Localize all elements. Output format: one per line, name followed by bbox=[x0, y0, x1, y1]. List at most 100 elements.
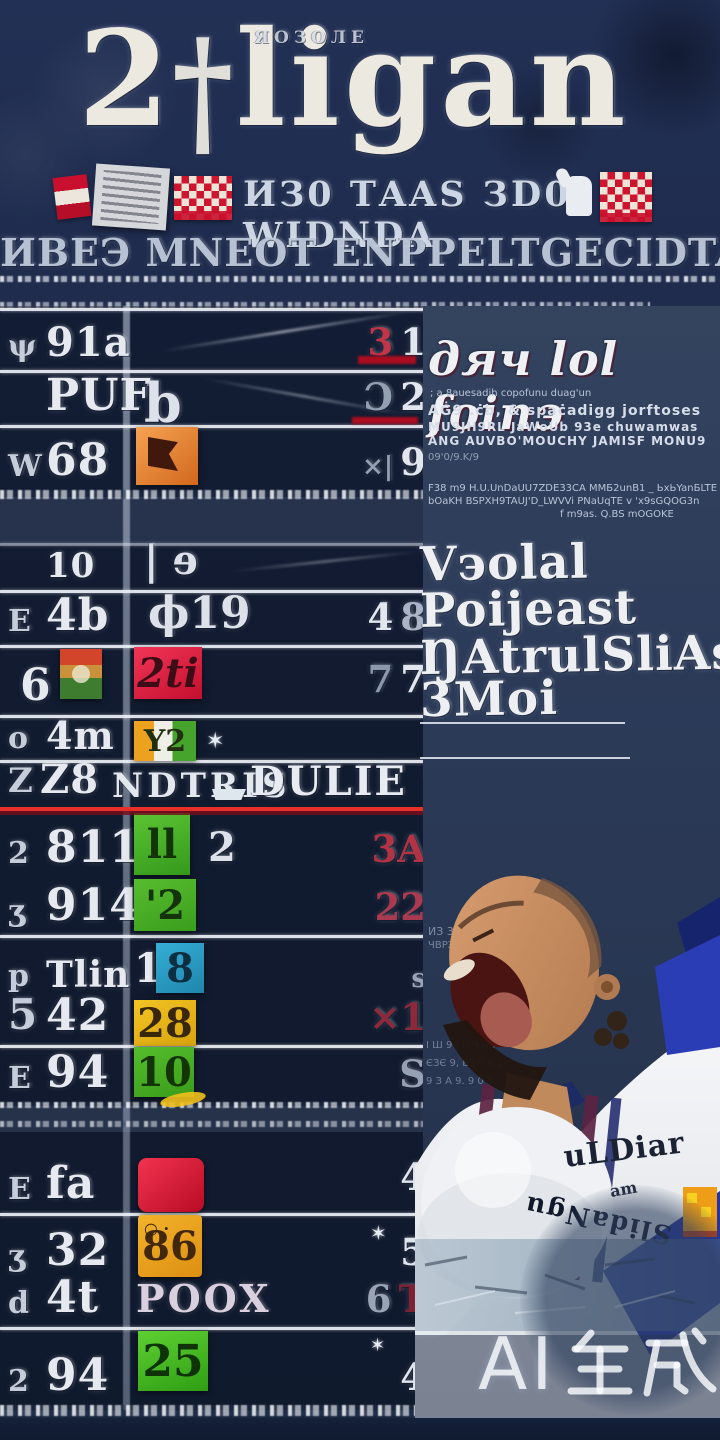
panel-noise-text: ЄЗЄ 9, ВЭЛ 9 1 bbox=[426, 1058, 503, 1069]
divider bbox=[0, 490, 430, 499]
club-badge-green: 10 bbox=[134, 1047, 194, 1097]
panel-heading2: 3Moi bbox=[419, 670, 559, 729]
row-stat: Ɔ bbox=[363, 375, 394, 419]
row-divider bbox=[0, 425, 430, 428]
club-badge-green: ll bbox=[134, 813, 190, 875]
table-row: E 94 10 S bbox=[0, 1045, 430, 1110]
panel-text: ANG AUVBO'MOUCHY JAMISF MONU9 bbox=[428, 434, 707, 448]
row-glyph: b bbox=[144, 371, 182, 435]
row-num: Z8 bbox=[40, 756, 100, 803]
row-num: 4b bbox=[46, 590, 110, 641]
checkered-badge-icon bbox=[174, 176, 232, 220]
row-stat: 3A bbox=[371, 827, 426, 871]
row-num: Tlin bbox=[46, 954, 131, 996]
row-stat: 7 bbox=[367, 657, 394, 701]
row-pos: W bbox=[8, 449, 42, 484]
row-pos: p bbox=[8, 959, 29, 994]
row-divider bbox=[0, 1327, 430, 1330]
panel-divider bbox=[420, 757, 630, 759]
page-title: 2†ligan bbox=[78, 2, 638, 174]
watermark-blob bbox=[520, 1185, 720, 1415]
row-stat: ×1 bbox=[369, 995, 426, 1039]
club-badge-orange bbox=[136, 427, 198, 485]
row-pos: E bbox=[8, 1172, 31, 1207]
ai-watermark: AI bbox=[478, 1322, 717, 1406]
column-divider bbox=[123, 306, 130, 1410]
table-row: W 68 ×| 9 bbox=[0, 425, 430, 490]
row-num: 6 bbox=[20, 660, 52, 711]
club-badge-green: '2 bbox=[134, 879, 196, 931]
panel-text: f m9as. Q.BS mOGOKE bbox=[560, 509, 674, 520]
bottom-edge bbox=[0, 1418, 720, 1440]
row-divider bbox=[0, 590, 430, 593]
row-stat: 9 bbox=[400, 440, 426, 484]
row-pos: E bbox=[8, 604, 31, 639]
row-pos: E bbox=[8, 1061, 31, 1096]
thumb-icon bbox=[566, 176, 592, 216]
table-row: ʒ 914 '2 22 bbox=[0, 877, 430, 935]
row-num: 68 bbox=[46, 435, 110, 486]
title-left: 2 bbox=[78, 2, 172, 157]
row-stat: s bbox=[411, 964, 426, 994]
club-badge-yellow: 28 bbox=[134, 1000, 196, 1047]
panel-noise-text: 9 З А 9. 9 0 8 bbox=[426, 1076, 494, 1087]
striped-flag-crest-icon bbox=[60, 649, 102, 699]
row-pos: 5 bbox=[8, 990, 38, 1039]
panel-text: 09'0/9.K/9 bbox=[428, 452, 480, 463]
row-num: 94 bbox=[46, 1047, 110, 1098]
watermark-cjk-glyphs bbox=[567, 1327, 716, 1397]
row-num: PUF bbox=[46, 370, 152, 421]
table-row: 10 | ɘ bbox=[0, 537, 430, 590]
row-divider bbox=[0, 645, 430, 648]
row-pos: Z bbox=[8, 761, 33, 801]
row-name: POOX bbox=[136, 1276, 272, 1321]
table-row: 5 42 28 ×1 bbox=[0, 990, 430, 1047]
divider bbox=[0, 1405, 720, 1416]
red-underline bbox=[358, 356, 416, 364]
table-gap-band bbox=[0, 497, 423, 545]
row-divider bbox=[0, 308, 430, 311]
separator-row: Z Z8 bbox=[0, 756, 430, 807]
row-glyph: | ɘ bbox=[144, 537, 198, 584]
row-divider bbox=[0, 1213, 422, 1216]
separator-label: NDTRIS bbox=[112, 766, 291, 806]
row-num: 42 bbox=[46, 990, 110, 1041]
club-badge-tricolor: Y2 bbox=[134, 721, 196, 761]
row-num: fa bbox=[46, 1158, 96, 1209]
header-band-text: ИBEЭ MNEOT ENPPELTGECIDTARDI'S bbox=[0, 230, 720, 275]
row-pos: 2 bbox=[8, 1364, 29, 1399]
row-stat: ×| bbox=[362, 452, 394, 482]
title-small-text: ЯОЗОЛЕ bbox=[254, 28, 369, 48]
cross-icon: † bbox=[171, 7, 236, 175]
table-row: o 4m Y2 ✶ bbox=[0, 713, 430, 762]
row-stat: 2 bbox=[400, 375, 426, 419]
ship-icon bbox=[212, 788, 246, 800]
table-row: 2 94 25 ✶ 4 bbox=[0, 1327, 430, 1405]
panel-text: MU9JH9RL JaWoUb 93e chuwamwas bbox=[428, 420, 699, 434]
row-stat: 6 bbox=[365, 1277, 392, 1321]
table-row: E fa 4 bbox=[0, 1130, 430, 1213]
panel-text: F38 m9 H.U.UnDaUU7ZDE33CA MMБ2unB1 _ ЬxЬ… bbox=[428, 483, 718, 494]
row-num: 4t bbox=[46, 1272, 99, 1323]
row-divider bbox=[0, 1045, 430, 1048]
club-badge-blue: 8 bbox=[156, 943, 204, 993]
panel-divider bbox=[420, 722, 625, 724]
row-num: 32 bbox=[46, 1225, 110, 1276]
divider bbox=[0, 276, 720, 282]
row-num: 4m bbox=[46, 713, 115, 758]
table-row: p Tlin 1 8 s bbox=[0, 935, 430, 1000]
row-divider bbox=[0, 370, 430, 373]
row-pos: ʒ bbox=[8, 1239, 26, 1274]
row-glyph: ϕ19 bbox=[148, 588, 251, 639]
paper-crest-icon bbox=[91, 163, 171, 231]
star-icon: ✶ bbox=[370, 1221, 387, 1245]
panel-text: ; a 8auesadih copofunu duag'un bbox=[430, 388, 592, 399]
row-stat: 7 bbox=[400, 657, 426, 701]
divider bbox=[0, 1102, 580, 1108]
red-underline bbox=[352, 417, 418, 424]
